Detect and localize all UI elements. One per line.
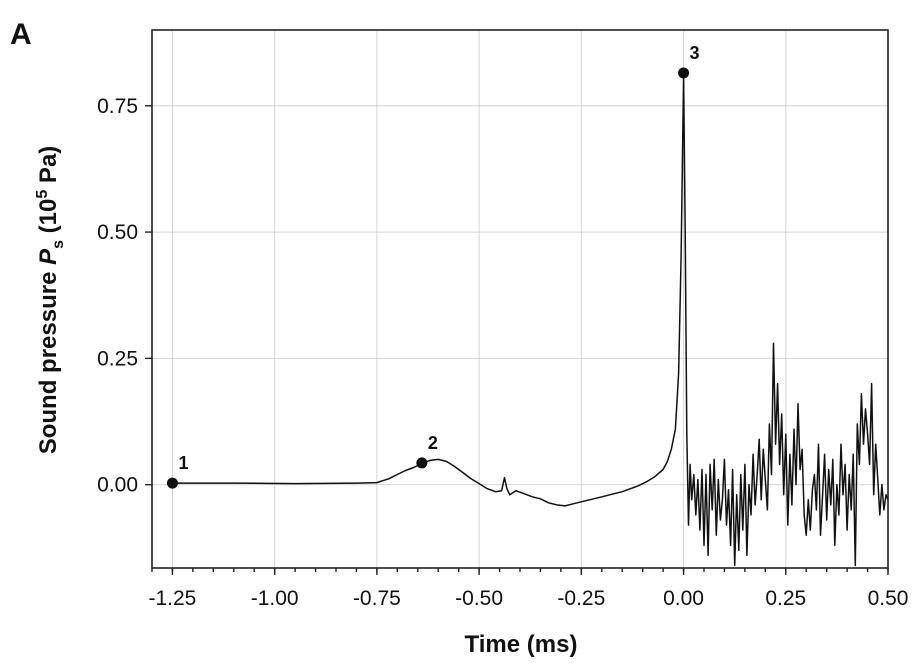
y-tick-label: 0.25	[97, 347, 138, 370]
x-tick-label: 0.00	[663, 587, 704, 610]
annotation-label-3: 3	[690, 43, 700, 63]
y-axis-title-prefix: Sound pressure	[35, 265, 62, 454]
y-axis-title: Sound pressure Ps (105 Pa)	[34, 146, 67, 455]
x-tick-label: -1.25	[149, 587, 197, 610]
y-axis-title-subscript: s	[50, 240, 67, 249]
grid	[152, 30, 889, 568]
y-tick-label: 0.50	[97, 221, 138, 244]
y-axis-title-unit-close: Pa)	[35, 146, 62, 190]
x-axis-title: Time (ms)	[465, 631, 578, 658]
y-axis-title-exponent: 5	[34, 190, 51, 199]
x-tick-label: -0.25	[557, 587, 605, 610]
y-axis-title-symbol: P	[35, 248, 62, 265]
x-tick-label: -0.75	[353, 587, 401, 610]
x-tick-label: -1.00	[251, 587, 299, 610]
y-axis-title-unit-open: (10	[35, 199, 62, 240]
annotation-label-1: 1	[178, 453, 188, 473]
y-tick-label: 0.75	[97, 95, 138, 118]
annotation-label-2: 2	[428, 433, 438, 453]
panel-label: A	[10, 18, 32, 51]
trace-layer	[172, 74, 889, 567]
x-tick-label: -0.50	[455, 587, 503, 610]
annotation-point-1	[166, 477, 178, 489]
series-line	[172, 74, 889, 567]
annotation-point-3	[678, 67, 690, 79]
annotation-point-2	[416, 457, 428, 469]
y-tick-labels: 0.00 0.25 0.50 0.75	[97, 95, 138, 497]
x-tick-labels: -1.25 -1.00 -0.75 -0.50 -0.25 0.00 0.25 0.50	[149, 587, 909, 610]
y-tick-label: 0.00	[97, 474, 138, 497]
plot-frame	[151, 29, 889, 569]
x-tick-label: 0.50	[868, 587, 909, 610]
x-tick-label: 0.25	[765, 587, 806, 610]
axis-ticks	[145, 105, 889, 575]
annotation-points: 1 2 3	[166, 43, 700, 489]
